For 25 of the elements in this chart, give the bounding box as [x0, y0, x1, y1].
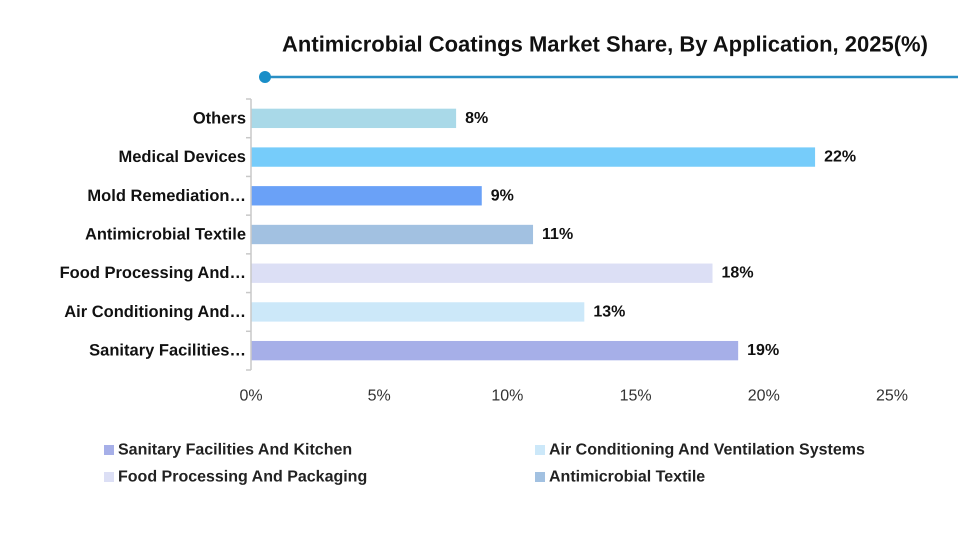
data-label: 19% [747, 342, 780, 360]
legend-label: Sanitary Facilities And Kitchen [118, 442, 352, 458]
legend-label: Food Processing And Packaging [118, 468, 368, 486]
data-label: 22% [824, 148, 856, 166]
legend-label: Air Conditioning And Ventilation Systems [549, 442, 865, 458]
x-tick-label: 5% [368, 388, 391, 404]
chart-title: Antimicrobial Coatings Market Share, By Application, 2025(%) [282, 32, 928, 56]
x-tick-label: 20% [748, 388, 780, 404]
data-label: 11% [542, 226, 574, 243]
data-label: 9% [490, 187, 514, 204]
data-label: 13% [593, 303, 626, 320]
y-tick-label: Mold Remediation… [87, 186, 246, 205]
y-tick-label: Antimicrobial Textile [84, 226, 246, 244]
data-label: 8% [465, 110, 488, 127]
y-tick-label: Food Processing And… [60, 264, 246, 282]
y-tick-label: Others [192, 109, 246, 128]
x-tick-label: 15% [620, 388, 652, 404]
data-label: 18% [722, 264, 754, 282]
x-tick-label: 25% [876, 388, 908, 404]
x-tick-label: 10% [491, 388, 524, 404]
y-tick-label: Air Conditioning And… [64, 302, 246, 321]
y-tick-label: Sanitary Facilities… [89, 342, 246, 360]
y-tick-label: Medical Devices [118, 148, 246, 166]
legend-label: Antimicrobial Textile [549, 468, 706, 486]
x-tick-label: 0% [239, 388, 263, 404]
